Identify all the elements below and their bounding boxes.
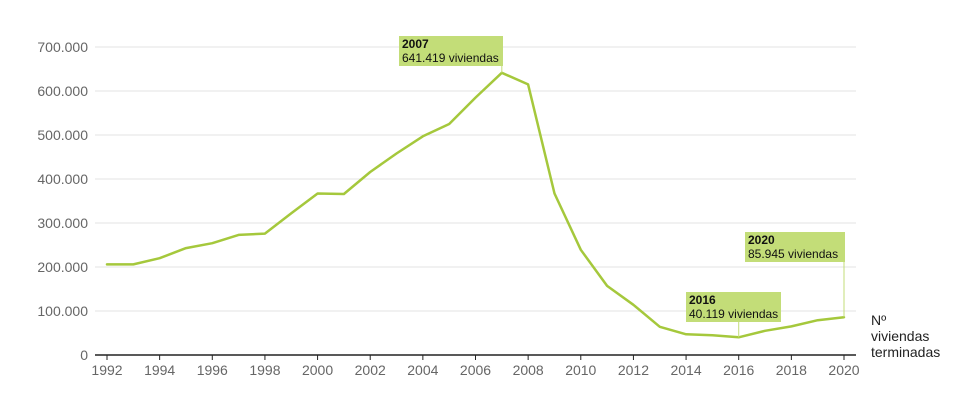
annotation-box [686,292,781,322]
y-tick-label: 500.000 [37,127,88,143]
x-tick-label: 1992 [91,362,122,378]
y-tick-label: 200.000 [37,259,88,275]
annotation-value: 641.419 viviendas [402,51,499,65]
y-axis-ticks: 0 100.000 200.000 300.000 400.000 500.000 600.… [37,39,88,363]
x-tick-label: 2010 [565,362,596,378]
x-tick-label: 2016 [723,362,754,378]
series-label-line: terminadas [871,344,940,360]
series-label-line: viviendas [871,328,929,344]
x-tick-label: 2018 [776,362,807,378]
annotation-box [399,36,503,66]
gridlines [95,46,856,312]
y-tick-label: 400.000 [37,171,88,187]
x-tick-label: 2012 [618,362,649,378]
x-tick-label: 2000 [302,362,333,378]
annotation-year: 2016 [689,293,716,307]
x-tick-label: 2004 [407,362,438,378]
annotation-value: 40.119 viviendas [689,307,778,321]
x-tick-label: 1996 [197,362,228,378]
annotation-value: 85.945 viviendas [748,247,838,261]
x-tick-label: 2020 [828,362,859,378]
annotation-year: 2007 [402,37,429,51]
x-tick-label: 2014 [670,362,701,378]
y-tick-label: 100.000 [37,303,88,319]
series-line-viviendas [105,71,846,339]
x-axis-ticks: 1992 1994 1996 1998 2000 2002 2004 2006 2008 2010… [91,355,860,378]
series-label-line: Nº [871,312,886,328]
y-tick-label: 300.000 [37,215,88,231]
x-tick-label: 2008 [513,362,544,378]
series-label: Nº viviendas terminadas [871,312,940,360]
y-tick-label: 0 [80,347,88,363]
x-tick-label: 1994 [144,362,175,378]
x-tick-label: 2006 [460,362,491,378]
x-tick-label: 2002 [355,362,386,378]
annotation-year: 2020 [748,233,775,247]
y-tick-label: 700.000 [37,39,88,55]
x-tick-label: 1998 [249,362,280,378]
annotation-box [745,232,845,262]
y-tick-label: 600.000 [37,83,88,99]
